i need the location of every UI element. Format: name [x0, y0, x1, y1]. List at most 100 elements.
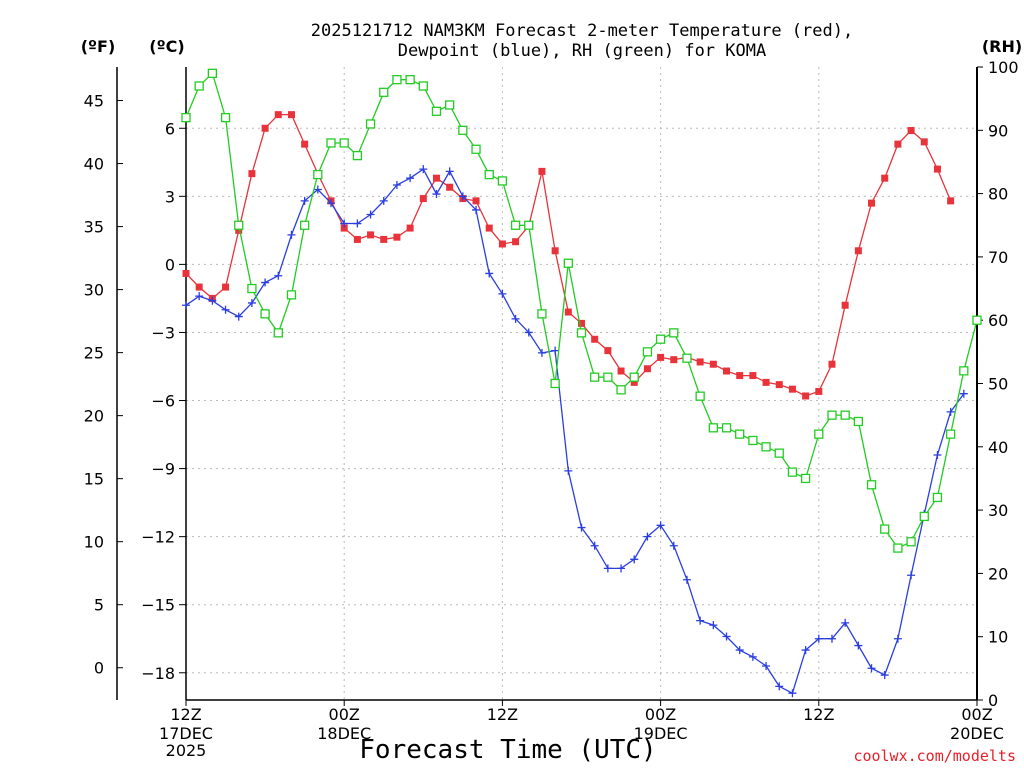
rh-tick-label: 100 [988, 58, 1019, 77]
relative-humidity-point [286, 290, 297, 300]
time-tick-label: 00Z [329, 705, 360, 724]
fahrenheit-axis-ticks: 45 40 35 30 25 20 15 10 5 0 [84, 92, 123, 678]
relative-humidity-point [247, 283, 257, 294]
2-meter-temperature-point [630, 378, 638, 386]
2-meter-temperature-point [222, 283, 230, 291]
2-meter-temperature-point [696, 358, 704, 366]
2-meter-temperature-series [182, 111, 955, 400]
fahrenheit-tick-label: 15 [84, 470, 104, 489]
relative-humidity-point [748, 435, 758, 446]
dewpoint-point [709, 621, 718, 630]
relative-humidity-point [563, 258, 573, 268]
2-meter-temperature-point [907, 127, 915, 135]
time-tick-label: 00Z [645, 705, 676, 724]
2-meter-temperature-point [564, 308, 572, 316]
relative-humidity-point [576, 328, 587, 338]
relative-humidity-point [616, 385, 626, 395]
relative-humidity-point [234, 220, 244, 230]
relative-humidity-point [708, 423, 718, 433]
2-meter-temperature-point [802, 392, 810, 400]
relative-humidity-point [945, 429, 956, 439]
relative-humidity-point [721, 423, 732, 433]
relative-humidity-point [497, 176, 508, 186]
dewpoint-point [551, 346, 560, 355]
relative-humidity-point [655, 334, 666, 344]
relative-humidity-point [827, 410, 837, 420]
2-meter-temperature-point [815, 387, 823, 395]
dewpoint-point [682, 575, 691, 584]
2-meter-temperature-point [841, 301, 849, 309]
2-meter-temperature-point [419, 195, 427, 203]
time-tick-label: 2025 [166, 741, 207, 760]
2-meter-temperature-point [446, 183, 454, 191]
relative-humidity-point [273, 328, 283, 338]
2-meter-temperature-point [591, 335, 599, 343]
relative-humidity-point [537, 309, 547, 319]
2-meter-temperature-point [854, 247, 862, 255]
dewpoint-point [195, 292, 204, 301]
celsius-unit-label: (ºC) [149, 37, 184, 56]
dewpoint-point [392, 180, 401, 189]
dewpoint-point [722, 632, 731, 641]
dewpoint-point [340, 219, 349, 228]
dewpoint-point [261, 278, 270, 287]
fahrenheit-tick-label: 30 [84, 281, 104, 300]
2-meter-temperature-point [881, 174, 889, 182]
relative-humidity-point [365, 119, 376, 129]
relative-humidity-point [471, 144, 481, 154]
grid [185, 67, 978, 700]
relative-humidity-point [972, 315, 982, 325]
2-meter-temperature-point [828, 360, 836, 368]
celsius-tick-label: −15 [141, 596, 175, 615]
dewpoint-point [827, 634, 836, 643]
relative-humidity-point [431, 106, 442, 116]
fahrenheit-tick-label: 5 [94, 596, 104, 615]
dewpoint-point [419, 165, 428, 174]
relative-humidity-point [181, 112, 191, 123]
time-tick-label: 12Z [487, 705, 518, 724]
dewpoint-point [577, 523, 586, 532]
dewpoint-point [511, 314, 520, 323]
time-tick-label: 12Z [170, 705, 201, 724]
rh-tick-label: 50 [988, 375, 1008, 394]
rh-tick-label: 90 [988, 121, 1008, 140]
dewpoint-point [841, 618, 850, 627]
rh-unit-label: (RH) [982, 37, 1022, 56]
relative-humidity-point [484, 169, 494, 180]
celsius-tick-label: −18 [141, 664, 175, 683]
2-meter-temperature-point [643, 365, 651, 373]
dewpoint-point [656, 521, 665, 530]
relative-humidity-point [866, 480, 877, 490]
relative-humidity-point [932, 492, 943, 503]
rh-tick-label: 60 [988, 311, 1008, 330]
celsius-tick-label: 6 [165, 119, 175, 138]
2-meter-temperature-point [736, 372, 744, 380]
dewpoint-point [313, 185, 322, 194]
relative-humidity-point [800, 473, 811, 484]
relative-humidity-point [326, 138, 336, 148]
2-meter-temperature-point [393, 233, 401, 241]
dewpoint-point [353, 219, 362, 228]
dewpoint-point [300, 196, 309, 205]
dewpoint-point [406, 174, 415, 183]
dewpoint-point [748, 652, 757, 661]
fahrenheit-tick-label: 40 [84, 155, 104, 174]
dewpoint-point [234, 312, 243, 321]
dewpoint-point [366, 210, 375, 219]
relative-humidity-point [339, 138, 349, 148]
relative-humidity-point [510, 220, 521, 230]
2-meter-temperature-point [485, 224, 493, 232]
relative-humidity-point [445, 100, 455, 110]
relative-humidity-point [735, 429, 745, 439]
2-meter-temperature-point [709, 360, 717, 368]
relative-humidity-point [629, 372, 639, 382]
dewpoint-point [854, 641, 863, 650]
2-meter-temperature-point [287, 111, 295, 119]
2-meter-temperature-point [933, 165, 941, 173]
relative-humidity-point [893, 543, 903, 553]
2-meter-temperature-point [617, 367, 625, 375]
2-meter-temperature-point [749, 372, 757, 380]
relative-humidity-point [959, 366, 969, 376]
